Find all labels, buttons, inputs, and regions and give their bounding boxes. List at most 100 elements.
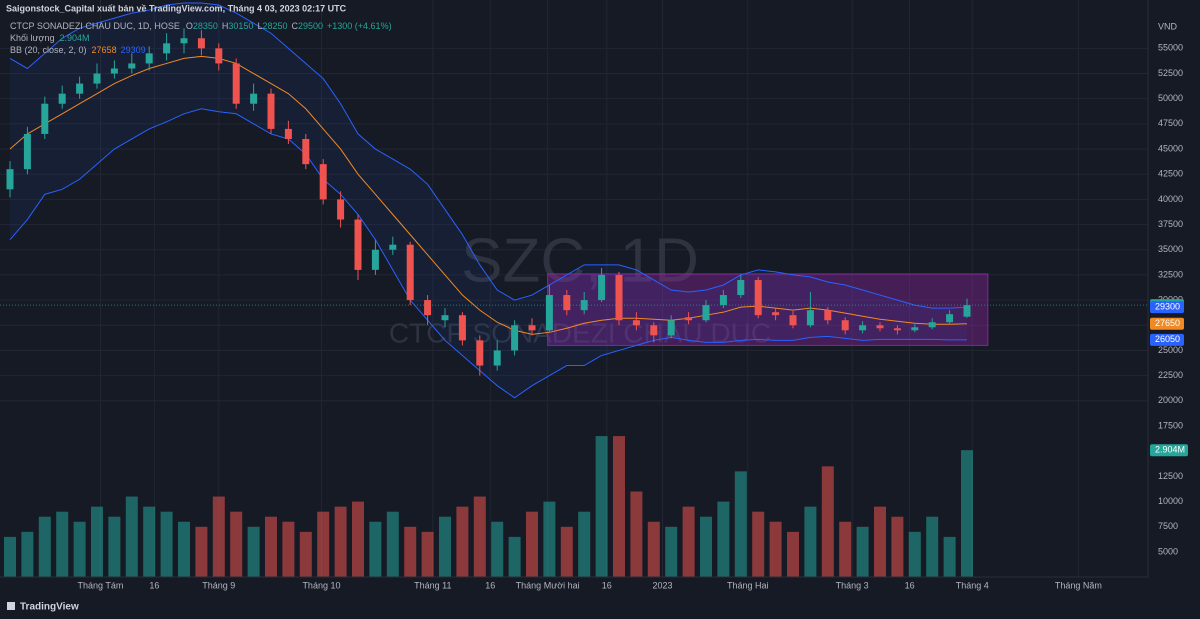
volume-bar [56, 511, 69, 577]
candle-body [6, 169, 14, 190]
candle-body [824, 310, 832, 321]
volume-bar [647, 521, 660, 577]
candle-body [110, 68, 118, 74]
bb-title: BB (20, close, 2, 0) [10, 45, 87, 55]
volume-tick-label: 5000 [1158, 546, 1178, 556]
candle-body [58, 93, 66, 104]
candle-body [806, 310, 814, 326]
volume-bar [787, 531, 799, 577]
candle-body [667, 320, 675, 336]
currency: VND [1158, 21, 1178, 31]
volume-bar [821, 466, 834, 577]
volume-bar [543, 501, 556, 577]
y-tick-label: 37500 [1158, 219, 1183, 229]
candle-body [389, 244, 397, 250]
volume-bar [491, 521, 504, 577]
volume-bar [926, 516, 939, 577]
volume-bar [456, 506, 469, 577]
ohlc-label: L [257, 21, 262, 31]
bb-value: 27658 [92, 45, 117, 55]
candle-body [789, 315, 797, 326]
candle-body [180, 38, 188, 44]
plot-area [0, 2, 1148, 577]
volume-bar [282, 521, 295, 577]
candle-body [859, 325, 867, 331]
candle-body [441, 315, 449, 321]
candle-body [76, 83, 84, 94]
price-tag [1150, 317, 1184, 330]
volume-bar [630, 491, 643, 577]
volume-bar [891, 516, 904, 577]
volume-tick-label: 10000 [1158, 496, 1183, 506]
band-fill [10, 3, 967, 398]
volume-bar [108, 516, 121, 577]
candle-body [632, 320, 640, 326]
watermark: SZC, 1D [461, 226, 699, 295]
candle-body [458, 315, 466, 341]
x-tick-label: 16 [905, 580, 915, 590]
price-tag-label: 29300 [1155, 302, 1180, 312]
candle-body [946, 314, 954, 323]
volume-value: 2.904M [59, 33, 89, 43]
volume-bar [769, 521, 782, 577]
y-tick-label: 35000 [1158, 244, 1183, 254]
candle-body [893, 328, 901, 331]
candle-body [424, 300, 432, 316]
volume-bar [526, 511, 538, 577]
volume-bar [38, 516, 51, 577]
volume-bar [439, 516, 451, 577]
candle-body [528, 325, 536, 331]
volume-tick-label: 12500 [1158, 471, 1183, 481]
volume-bar [230, 511, 243, 577]
volume-bar [560, 526, 573, 577]
y-tick-label: 55000 [1158, 43, 1183, 53]
volume-bar [839, 521, 852, 577]
ohlc-value: 28350 [193, 21, 218, 31]
candle-body [650, 325, 658, 336]
volume-bar [804, 506, 817, 577]
candle-body [702, 305, 710, 321]
volume-bar [856, 526, 869, 577]
volume-bar [178, 521, 190, 577]
candle-body [754, 279, 762, 316]
brand-icon [7, 602, 15, 610]
x-tick-label: Tháng 11 [414, 580, 451, 590]
volume-bar [682, 506, 695, 577]
x-tick-label: 16 [602, 580, 612, 590]
candle-body [23, 133, 31, 170]
candle-body [615, 274, 623, 321]
volume-bar [334, 506, 347, 577]
volume-bar [386, 511, 399, 577]
ohlc-value: 30150 [228, 21, 253, 31]
y-tick-label: 25000 [1158, 345, 1183, 355]
price-tag [1150, 301, 1184, 314]
candle-body [337, 199, 345, 220]
y-tick-label: 22500 [1158, 370, 1183, 380]
volume-bar [4, 536, 16, 577]
symbol: CTCP SONADEZI CHAU DUC, 1D, HOSE [10, 21, 180, 31]
volume-bar [508, 536, 521, 577]
change: +1300 (+4.61%) [327, 21, 392, 31]
ohlc-label: H [222, 21, 229, 31]
candle-body [841, 320, 849, 331]
brand: TradingView [7, 602, 79, 613]
volume-bar [73, 521, 86, 577]
y-tick-label: 50000 [1158, 93, 1183, 103]
volume-tick-label: 7500 [1158, 521, 1178, 531]
x-tick-label: Tháng Hai [727, 580, 769, 590]
volume-bar [143, 506, 156, 577]
x-tick-label: Tháng Năm [1055, 580, 1102, 590]
y-tick-label: 40000 [1158, 194, 1183, 204]
candle-body [545, 295, 553, 331]
volume-bar [212, 496, 225, 577]
candle-body [163, 43, 171, 54]
volume-bar [734, 471, 747, 577]
candle-body [685, 317, 693, 321]
legend-symbol: CTCP SONADEZI CHAU DUC, 1D, HOSE O28350 H3… [10, 21, 392, 31]
x-tick-label: 16 [149, 580, 159, 590]
candle-body [215, 48, 223, 64]
volume-bar [195, 526, 208, 577]
price-tag-label: 26050 [1155, 334, 1180, 344]
volume-bar [265, 516, 277, 577]
volume-bar [700, 516, 712, 577]
